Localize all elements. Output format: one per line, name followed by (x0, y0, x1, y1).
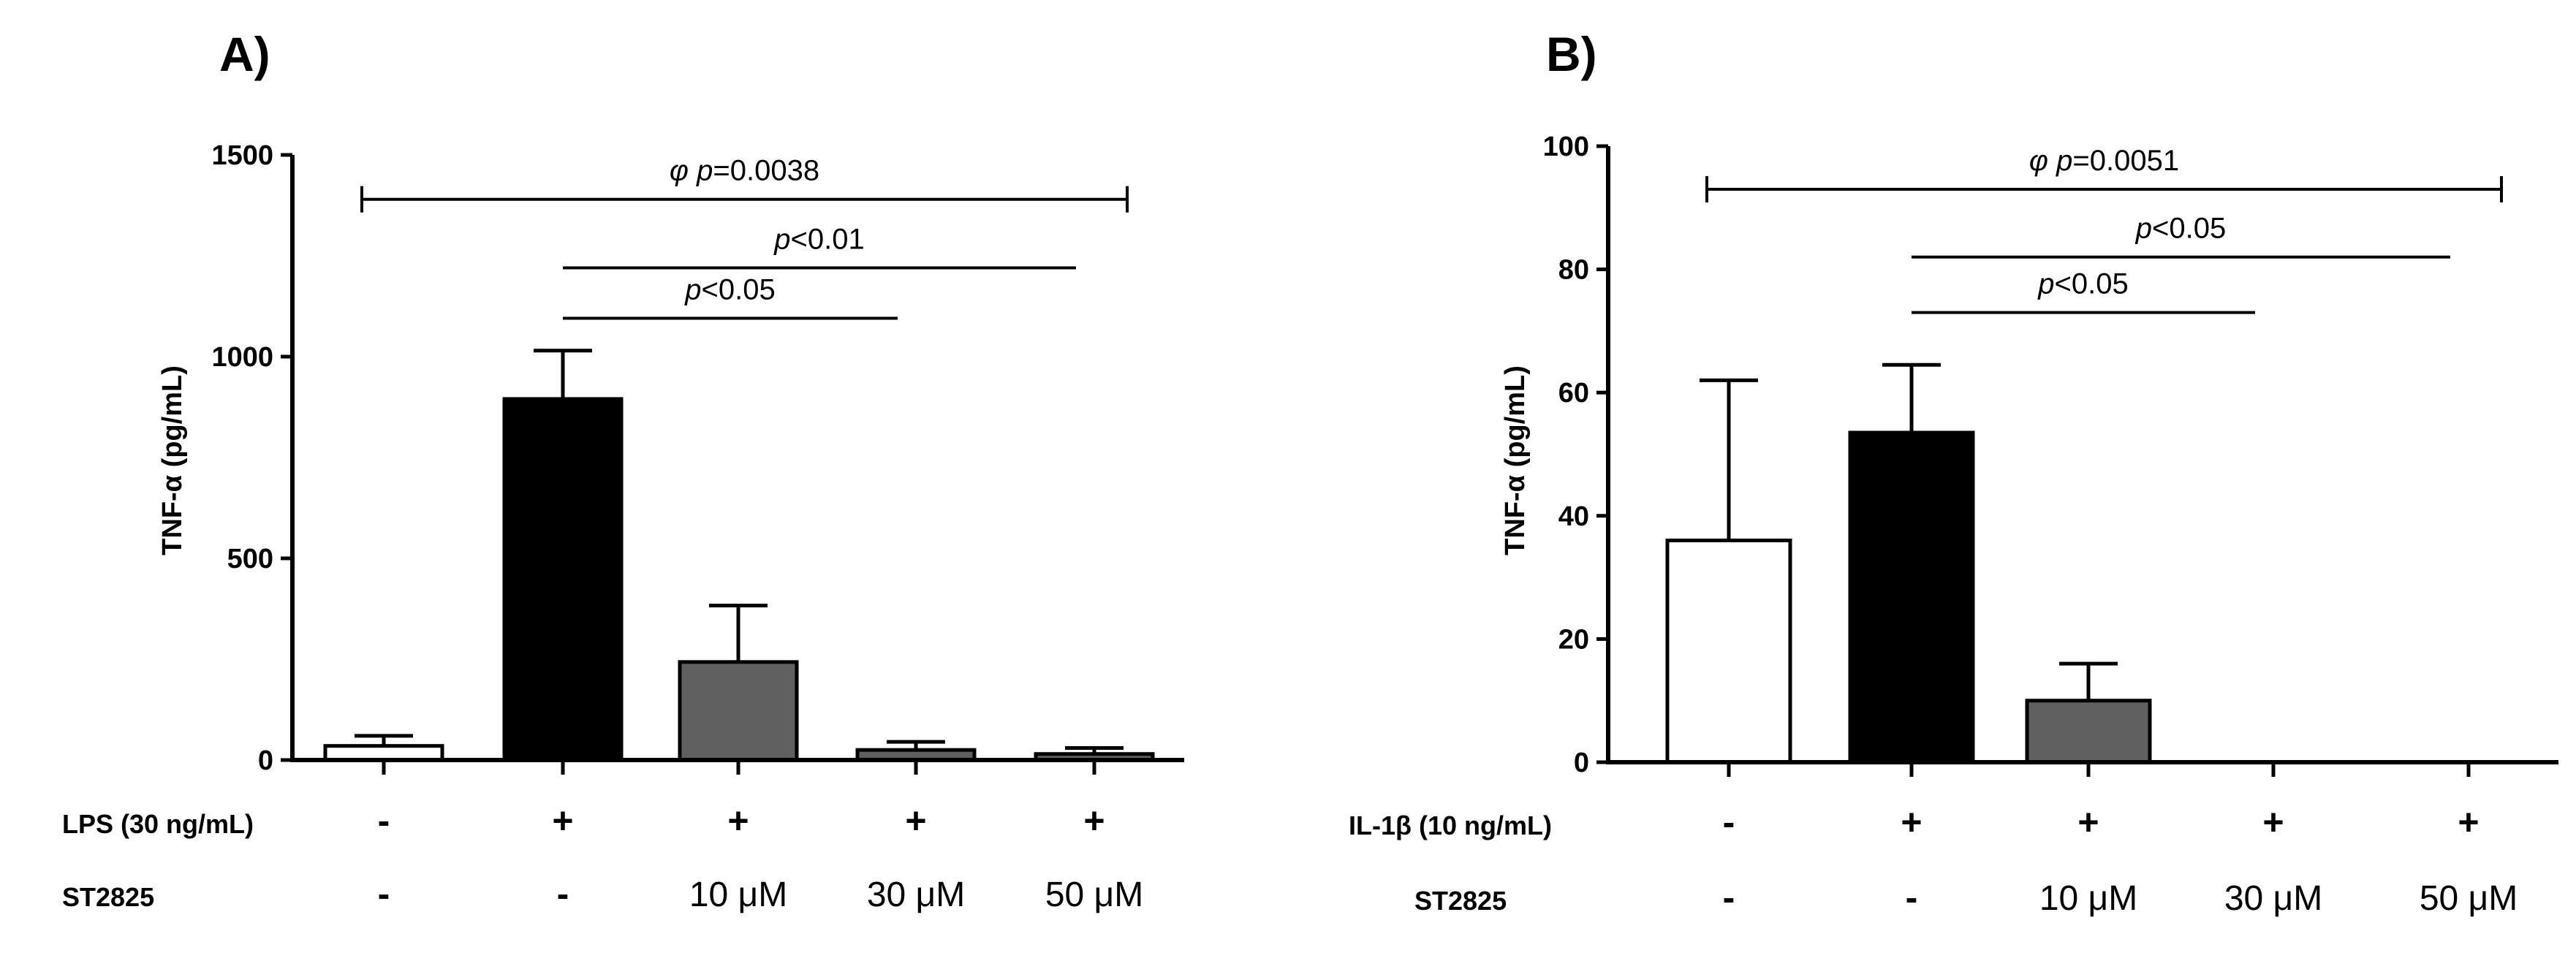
panel-a-significance-label: p<0.01 (773, 224, 864, 256)
panel-b-stimulus-cell: - (1723, 802, 1735, 843)
panel-a-compound-cell: 30 μM (867, 875, 965, 914)
panel-a-stimulus-cell: + (1083, 800, 1105, 841)
panel-a-stimulus-cell: - (378, 800, 390, 841)
panel-a-stimulus-cell: + (727, 800, 749, 841)
panel-b-error-bar (1882, 362, 1941, 433)
panel-b-ytick-label: 40 (1558, 501, 1589, 532)
panel-b-compound-cell: 50 μM (2420, 879, 2518, 918)
panel-b-significance-label: φ p=0.0051 (2029, 145, 2179, 177)
panel-b-stimulus-cell: + (2262, 802, 2284, 843)
panel-a-ytick-label: 1500 (211, 140, 273, 171)
panel-b-stimulus-label: IL-1β (10 ng/mL) (1349, 810, 1552, 840)
panel-b-stimulus-row: - + + + + (1723, 802, 2480, 843)
panel-a-ytick-label: 0 (258, 745, 273, 776)
panel-a-significance-p: p (684, 274, 701, 306)
panel-b-bar (1848, 430, 1975, 764)
panel-a-significance-p: p (773, 224, 790, 256)
panel-a-compound-cell: 10 μM (689, 875, 787, 914)
panel-a-stimulus-label: LPS (30 ng/mL) (62, 809, 254, 839)
panel-b-yticks: 0 20 40 60 80 100 (1543, 132, 1608, 778)
panel-b-compound-label: ST2825 (1414, 886, 1507, 916)
panel-a-error-bar (355, 734, 413, 746)
panel-b-stimulus-cell: + (2458, 802, 2479, 843)
panel-a-error-bar (709, 604, 768, 662)
panel-b-compound-cell: 30 μM (2224, 879, 2322, 918)
panel-a-ytick-label: 500 (227, 544, 273, 574)
panel-a-stimulus-row: - + + + + (378, 800, 1105, 841)
panel-b-compound-cell: 10 μM (2039, 879, 2137, 918)
panel-b-significance-symbol: φ (2029, 145, 2056, 177)
panel-b-compound-row: - - 10 μM 30 μM 50 μM (1723, 877, 2518, 918)
panel-a-bar (502, 397, 624, 762)
panel-b-significance-value: <0.05 (2055, 268, 2129, 300)
panel-b-stimulus-cell: + (1901, 802, 1922, 843)
panel-a-significance-label: p<0.05 (684, 274, 775, 306)
panel-a-compound-label: ST2825 (62, 882, 154, 912)
panel-a-error-bars (355, 349, 1124, 754)
panel-a-significance-value: <0.05 (702, 274, 776, 306)
panel-b-title: B) (1546, 27, 1597, 81)
panel-a-bar (678, 660, 799, 762)
panel-a-ylabel: TNF-α (pg/mL) (157, 365, 188, 555)
panel-a-significance-value: <0.01 (791, 224, 865, 256)
panel-a-error-bar (887, 740, 945, 751)
panel-b-ytick-label: 80 (1558, 255, 1589, 286)
panel-b-ytick-label: 60 (1558, 378, 1589, 409)
panel-b-xticks (1727, 762, 2471, 777)
panel-b-ytick-label: 20 (1558, 624, 1589, 655)
panel-b-compound-cell: - (1723, 877, 1735, 918)
panel-a-compound-row: - - 10 μM 30 μM 50 μM (378, 873, 1144, 914)
panel-b-bars (1665, 430, 2152, 764)
panel-a-significance-p: p (696, 155, 713, 187)
panel-b-ytick-label: 0 (1574, 748, 1589, 778)
panel-a-compound-cell: - (557, 873, 569, 914)
panel-a-significance-value: =0.0038 (713, 155, 819, 187)
panel-b-ytick-label: 100 (1543, 132, 1589, 162)
panel-b-ylabel: TNF-α (pg/mL) (1500, 365, 1531, 555)
panel-b-compound-cell: - (1906, 877, 1918, 918)
panel-b-significance-p: p (2135, 213, 2152, 245)
panel-a-compound-cell: 50 μM (1045, 875, 1143, 914)
panel-a-stimulus-cell: + (552, 800, 573, 841)
panel-b-significance-label: p<0.05 (2037, 268, 2128, 300)
panel-a-significance-label: φ p=0.0038 (670, 155, 819, 187)
panel-a-compound-cell: - (378, 873, 390, 914)
panel-a-bars (323, 397, 1155, 762)
panel-a-title: A) (219, 27, 270, 81)
panel-b-error-bar (1700, 378, 1758, 541)
panel-b-significance-value: <0.05 (2152, 213, 2226, 245)
panel-b-stimulus-cell: + (2077, 802, 2099, 843)
panel-a-error-bar (1065, 745, 1124, 754)
panel-b-error-bar (2059, 661, 2118, 701)
panel-a-ytick-label: 1000 (211, 342, 273, 373)
panel-b-bar (1665, 539, 1792, 764)
panel-b-error-bars (1700, 362, 2118, 701)
panel-b-bar (2025, 699, 2152, 764)
panel-b-significance-value: =0.0051 (2072, 145, 2179, 177)
panel-a-stimulus-cell: + (905, 800, 926, 841)
panel-b-significance-p: p (2056, 145, 2072, 177)
panel-a-yticks: 0 500 1000 1500 (211, 140, 292, 776)
panel-a-error-bar (534, 349, 592, 399)
panel-a-xticks (382, 760, 1096, 775)
panel-b-significance-p: p (2037, 268, 2054, 300)
panel-a-significance-symbol: φ (670, 155, 697, 187)
panel-b-title-text: B) (1546, 27, 1597, 81)
panel-a-title-text: A) (219, 27, 270, 81)
panel-b-significance-label: p<0.05 (2135, 213, 2226, 245)
